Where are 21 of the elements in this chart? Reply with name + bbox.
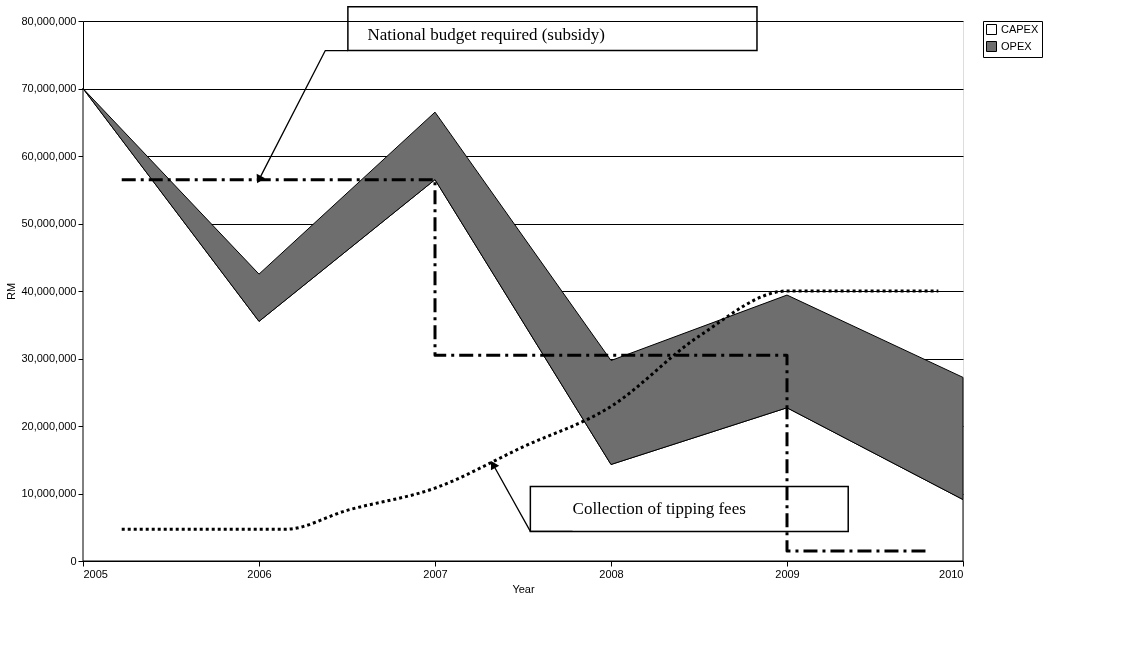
y-tick-label: 80,000,000 bbox=[21, 14, 77, 27]
y-tick-label: 40,000,000 bbox=[21, 284, 77, 297]
y-tick-label: 30,000,000 bbox=[21, 352, 77, 364]
x-axis-title: Year bbox=[512, 582, 535, 595]
x-tick-label: 2005 bbox=[83, 567, 108, 580]
y-tick-label: 20,000,000 bbox=[21, 419, 77, 432]
x-tick-label: 2006 bbox=[247, 567, 272, 580]
y-tick-label: 0 bbox=[70, 554, 77, 567]
x-tick-label: 2010 bbox=[939, 567, 964, 580]
annotation: National budget required (subsidy) bbox=[367, 25, 605, 45]
legend-label: OPEX bbox=[1001, 39, 1033, 52]
x-tick-label: 2009 bbox=[775, 567, 800, 580]
legend-label: CAPEX bbox=[1001, 22, 1039, 35]
y-tick-label: 10,000,000 bbox=[21, 487, 77, 499]
y-axis-title: RM bbox=[5, 282, 18, 301]
x-tick-label: 2008 bbox=[599, 567, 624, 580]
annotation: Collection of tipping fees bbox=[572, 499, 746, 519]
y-tick-label: 60,000,000 bbox=[21, 149, 77, 162]
y-tick-label: 50,000,000 bbox=[21, 217, 77, 229]
x-tick-label: 2007 bbox=[423, 567, 448, 580]
y-tick-label: 70,000,000 bbox=[21, 82, 77, 94]
